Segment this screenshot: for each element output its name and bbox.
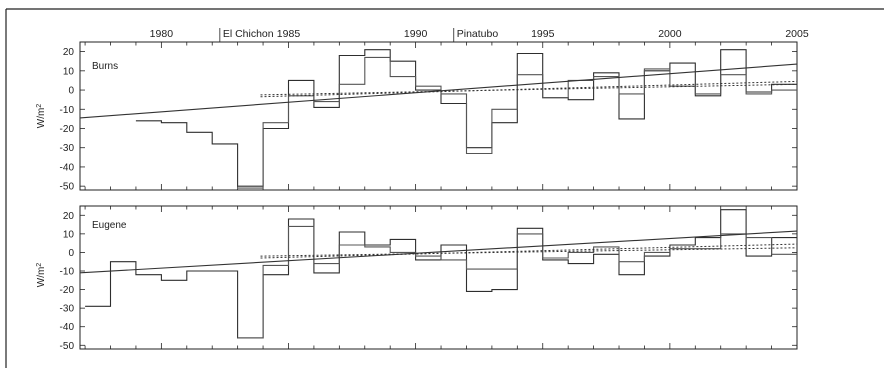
- burns-y-tick-label: -10: [60, 105, 75, 116]
- burns-x-tick-labels: 1980 1985 1990 1995 2000 2005: [150, 28, 809, 40]
- x-tick-label-2005: 2005: [785, 28, 809, 40]
- burns-y-tick-label: -40: [60, 162, 75, 173]
- eugene-plot-area: [79, 205, 798, 350]
- burns-series: [79, 49, 798, 189]
- x-tick-label-1985: 1985: [277, 28, 301, 40]
- eugene-y-tick-label: -50: [60, 341, 75, 352]
- eugene-y-tick-label: -30: [60, 304, 75, 315]
- burns-plot-area: [79, 41, 798, 191]
- burns-y-tick-label: 0: [68, 86, 74, 97]
- eugene-y-axis-label-unit: W/m: [36, 267, 47, 288]
- burns-trend-dotted-line-5: [260, 83, 798, 96]
- pinatubo-label: Pinatubo: [457, 28, 499, 40]
- el-chichon-label: El Chichon: [223, 28, 274, 40]
- burns-y-tick-label: -20: [60, 124, 75, 135]
- burns-y-tick-label: -50: [60, 182, 75, 193]
- event-annotations: El Chichon Pinatubo: [219, 28, 499, 42]
- eugene-y-axis-label-exponent: 2: [36, 263, 43, 267]
- eugene-y-axis-label: W/m2: [36, 263, 48, 288]
- eugene-ticks: 20 10 0 -10 -20 -30 -40 -50: [60, 206, 798, 352]
- eugene-panel-title: Eugene: [92, 220, 127, 231]
- eugene-series: [79, 209, 798, 339]
- burns-y-axis-label: W/m2: [36, 104, 48, 129]
- x-tick-label-2000: 2000: [658, 28, 682, 40]
- eugene-y-tick-label: 20: [63, 211, 75, 222]
- burns-y-axis-label-exponent: 2: [36, 104, 43, 108]
- burns-ticks: 20 10 0 -10 -20 -30 -40 -50: [60, 42, 798, 193]
- burns-panel: Burns W/m2 1980 1985 1990 1995 2000 2005 El C…: [36, 28, 809, 193]
- burns-y-tick-label: 10: [63, 66, 75, 77]
- eugene-step-series-1: [85, 209, 797, 339]
- eugene-y-tick-label: 10: [63, 229, 75, 240]
- eugene-y-tick-label: 0: [68, 248, 74, 259]
- eugene-panel: Eugene W/m2 20 10 0 -10 -20 -30 -40 -50: [36, 205, 798, 352]
- burns-y-axis-label-unit: W/m: [36, 108, 47, 129]
- x-tick-label-1980: 1980: [150, 28, 174, 40]
- eugene-y-tick-label: -20: [60, 285, 75, 296]
- eugene-y-tick-label: -10: [60, 267, 75, 278]
- burns-y-tick-label: -30: [60, 143, 75, 154]
- eugene-trend-line-3: [79, 230, 798, 274]
- x-tick-label-1995: 1995: [531, 28, 555, 40]
- burns-panel-title: Burns: [92, 61, 118, 72]
- burns-trend-line-3: [79, 63, 798, 119]
- x-tick-label-1990: 1990: [404, 28, 428, 40]
- burns-y-tick-label: 20: [63, 47, 75, 58]
- eugene-trend-dotted-line-4: [260, 243, 798, 259]
- eugene-y-tick-label: -40: [60, 322, 75, 333]
- eugene-trend-dotted-line-5: [260, 247, 798, 257]
